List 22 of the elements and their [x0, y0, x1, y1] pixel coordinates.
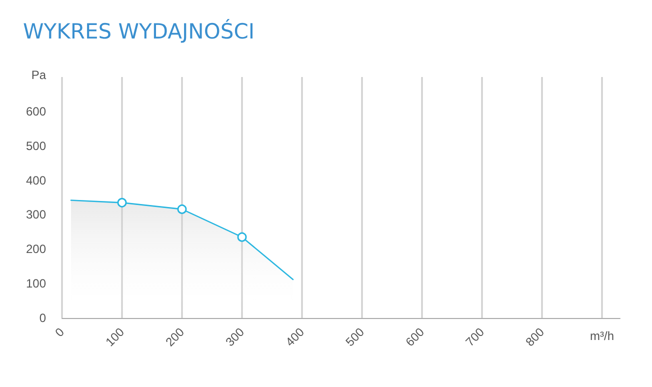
- x-tick-label: 800: [522, 324, 548, 350]
- point: [177, 204, 187, 214]
- chart-title: WYKRES WYDAJNOŚCI: [23, 18, 255, 44]
- x-tick-label: 600: [402, 324, 428, 350]
- y-axis-title: Pa: [31, 68, 46, 82]
- y-tick-label: 500: [26, 138, 46, 153]
- x-axis-title: m³/h: [590, 329, 614, 343]
- x-tick-label: 500: [342, 324, 368, 350]
- point: [117, 198, 127, 208]
- x-tick-label: 100: [102, 324, 128, 350]
- y-tick-label: 600: [26, 104, 46, 118]
- x-tick-label: 400: [282, 324, 308, 350]
- x-tick-label: 0: [52, 324, 68, 340]
- y-tick-label: 0: [39, 311, 46, 325]
- x-tick-label: 300: [222, 324, 248, 350]
- y-tick-label: 300: [26, 208, 46, 222]
- y-tick-label: 100: [26, 276, 46, 291]
- x-tick-label: 200: [162, 324, 188, 350]
- y-tick-label: 400: [26, 173, 46, 188]
- point: [237, 232, 247, 242]
- x-tick-label: 700: [462, 324, 488, 350]
- y-tick-label: 200: [26, 242, 46, 256]
